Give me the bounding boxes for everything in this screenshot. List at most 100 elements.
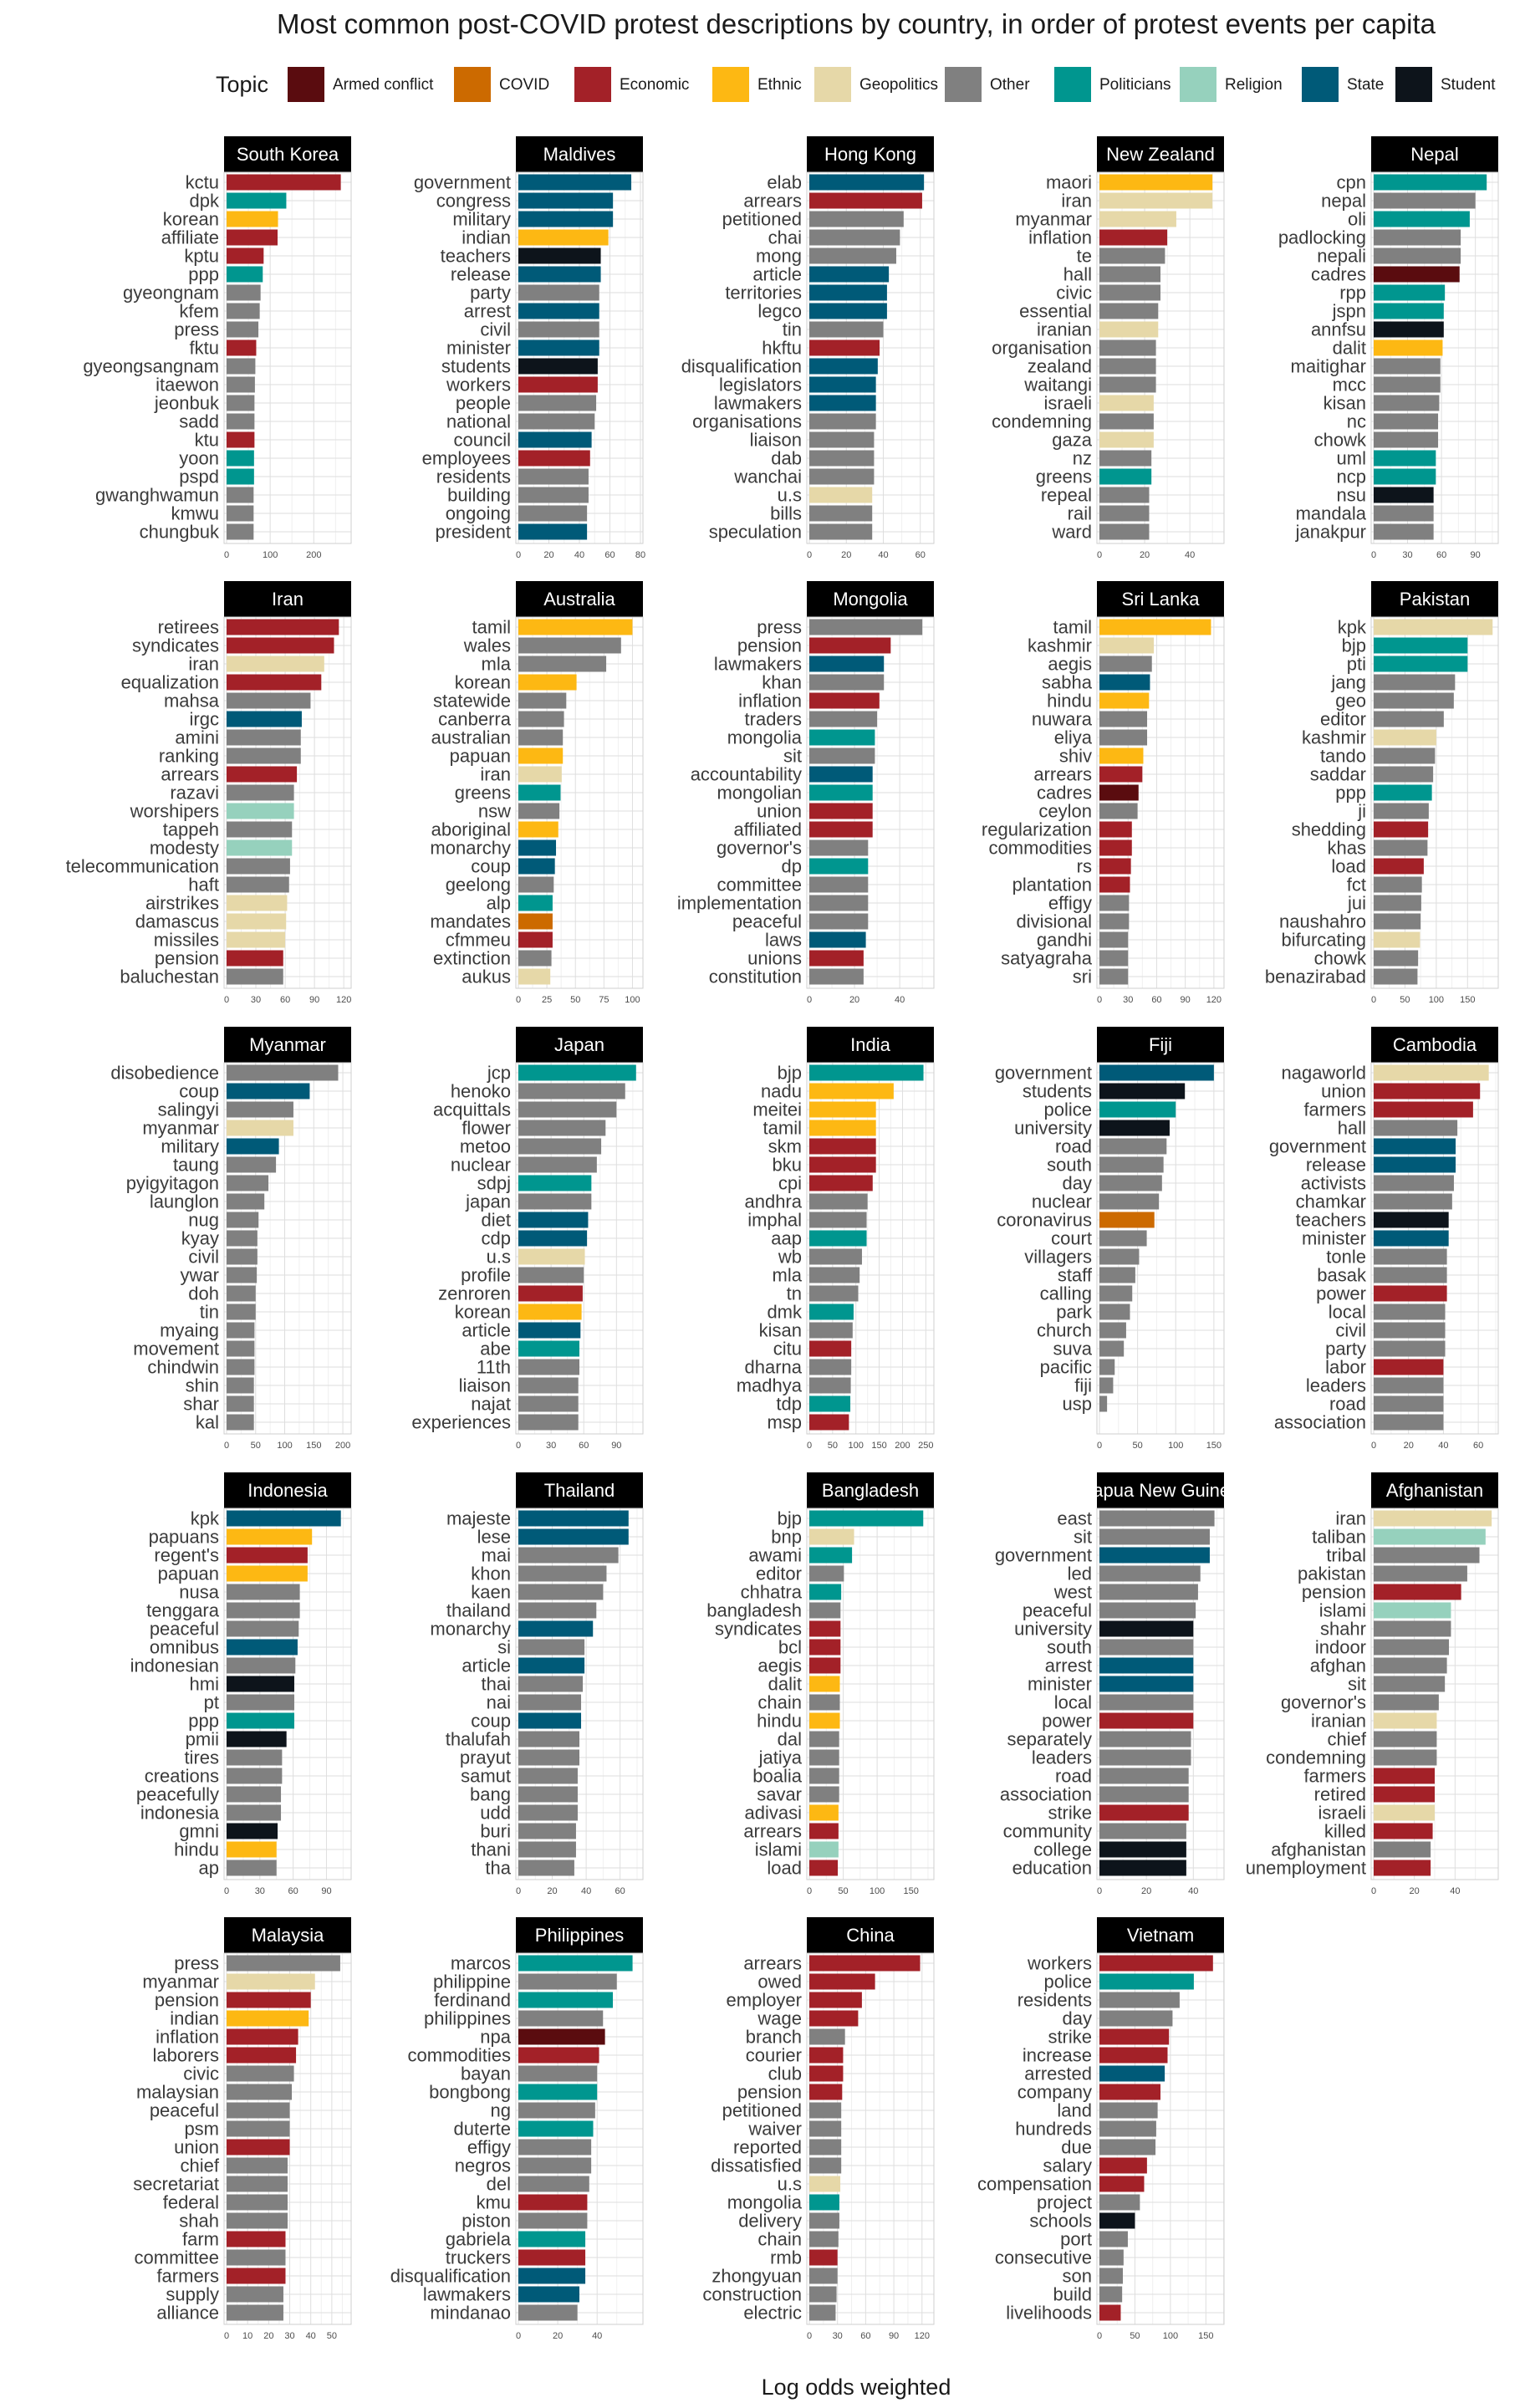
tick-label: 100 xyxy=(1168,1441,1183,1451)
category-label: salary xyxy=(1043,2155,1092,2176)
bar xyxy=(1099,1676,1194,1692)
bar xyxy=(227,2286,283,2303)
bar xyxy=(518,821,558,838)
bar xyxy=(227,395,255,411)
panel-border xyxy=(515,616,644,989)
category-label: nadu xyxy=(761,1081,802,1102)
bar xyxy=(1099,1322,1126,1339)
tick-label: 0 xyxy=(1097,995,1102,1005)
bar xyxy=(809,1565,844,1582)
bar xyxy=(227,1120,293,1136)
category-label: west xyxy=(1053,1582,1092,1603)
category-label: unemployment xyxy=(1246,1858,1366,1879)
bar xyxy=(1099,395,1154,411)
category-label: organisations xyxy=(692,411,802,432)
bar xyxy=(809,1230,867,1247)
tick-label: 0 xyxy=(224,995,229,1005)
category-label: dissatisfied xyxy=(711,2155,802,2176)
category-label: shin xyxy=(186,1375,219,1396)
legend-swatch-armed-conflict xyxy=(288,67,324,102)
category-label: damascus xyxy=(135,911,219,932)
bar xyxy=(227,1175,269,1191)
category-label: ap xyxy=(199,1858,219,1879)
category-label: rpp xyxy=(1339,283,1366,304)
category-label: education xyxy=(1012,1858,1092,1879)
category-label: del xyxy=(487,2174,511,2195)
category-label: condemning xyxy=(992,411,1092,432)
bar xyxy=(809,2102,842,2119)
legend-swatch-other xyxy=(945,67,982,102)
panel-border xyxy=(1096,171,1225,544)
bar xyxy=(518,1955,633,1972)
bar xyxy=(1374,1639,1450,1656)
panel-border xyxy=(515,1062,644,1435)
bar xyxy=(227,1322,255,1339)
tick-label: 0 xyxy=(516,1886,521,1896)
bar xyxy=(1099,2286,1123,2303)
bar xyxy=(227,2231,286,2247)
tick-label: 90 xyxy=(1181,995,1191,1005)
category-label: saddar xyxy=(1310,764,1366,785)
category-label: ywar xyxy=(181,1265,219,1286)
strip-background xyxy=(1097,581,1224,617)
bar xyxy=(1099,2231,1128,2247)
legend-swatch-politicians xyxy=(1054,67,1091,102)
bar xyxy=(227,784,294,801)
bar xyxy=(227,1359,255,1375)
category-label: minister xyxy=(1028,1674,1092,1695)
tick-label: 20 xyxy=(1404,1441,1414,1451)
category-label: tin xyxy=(783,319,802,340)
bar xyxy=(809,1860,839,1876)
bar xyxy=(809,1620,841,1637)
category-label: indian xyxy=(462,227,511,248)
category-label: killed xyxy=(1324,1821,1366,1842)
category-label: taliban xyxy=(1312,1527,1366,1548)
bar xyxy=(809,1267,860,1283)
tick-label: 0 xyxy=(516,2331,521,2341)
bar xyxy=(518,1230,588,1247)
bar xyxy=(1099,358,1156,375)
panel: Iran retireessyndicatesiranequalizationma… xyxy=(66,581,352,1005)
bar xyxy=(227,1749,283,1766)
category-label: flower xyxy=(462,1118,511,1139)
bar xyxy=(518,1657,585,1674)
category-label: day xyxy=(1063,1173,1092,1194)
category-label: liaison xyxy=(750,430,802,451)
tick-label: 20 xyxy=(553,2331,563,2341)
bar xyxy=(227,1230,258,1247)
category-label: press xyxy=(757,617,802,638)
category-label: usp xyxy=(1063,1394,1092,1415)
legend-label: Geopolitics xyxy=(859,76,938,94)
bar xyxy=(1099,729,1148,746)
bar xyxy=(518,2084,598,2100)
category-label: khon xyxy=(471,1564,511,1584)
bar xyxy=(518,1749,579,1766)
bar xyxy=(518,2212,588,2229)
bar xyxy=(227,1676,294,1692)
category-label: tamil xyxy=(1053,617,1092,638)
category-label: myanmar xyxy=(142,1118,219,1139)
bar xyxy=(518,468,589,485)
category-label: fct xyxy=(1347,875,1366,895)
category-label: ncp xyxy=(1337,467,1366,487)
bar xyxy=(518,1786,578,1803)
bar xyxy=(518,1510,629,1527)
bar xyxy=(1099,692,1150,709)
category-label: aukus xyxy=(462,967,511,987)
bar xyxy=(809,2194,839,2211)
bar xyxy=(1099,413,1154,430)
category-label: commodities xyxy=(989,838,1092,859)
bar xyxy=(227,2028,298,2045)
category-label: thai xyxy=(482,1674,511,1695)
category-label: u.s xyxy=(778,2174,802,2195)
bar xyxy=(227,1395,254,1412)
category-label: association xyxy=(1000,1784,1092,1805)
category-label: minister xyxy=(1302,1228,1366,1249)
category-label: secretariat xyxy=(133,2174,219,2195)
bar xyxy=(518,431,592,448)
category-label: ppp xyxy=(188,264,219,285)
category-label: skm xyxy=(768,1136,802,1157)
bar xyxy=(809,1064,924,1081)
category-label: thailand xyxy=(446,1600,511,1621)
bar xyxy=(809,487,873,503)
